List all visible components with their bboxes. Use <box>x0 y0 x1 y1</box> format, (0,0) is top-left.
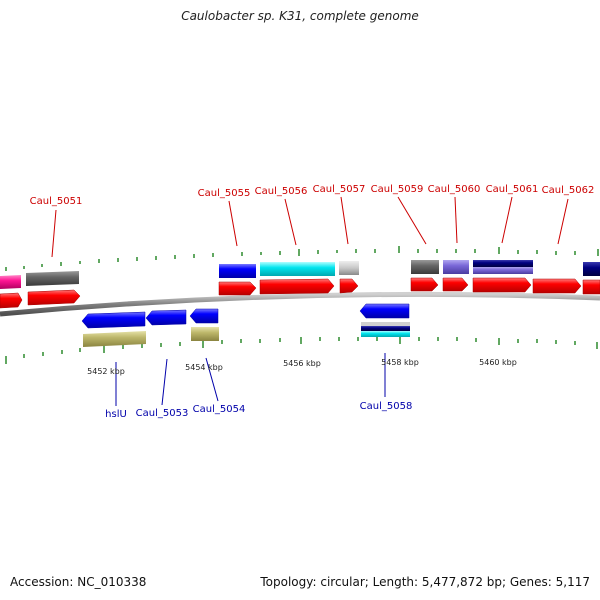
gene-block-hslu[interactable] <box>83 331 146 347</box>
gene-label-caul-5061[interactable]: Caul_5061 <box>486 184 539 195</box>
gene-label-caul-5055[interactable]: Caul_5055 <box>198 188 251 199</box>
cds-arrow[interactable] <box>359 303 410 319</box>
cds-arrow[interactable] <box>410 277 439 292</box>
reverse-cds-track <box>81 303 410 329</box>
cds-arrow[interactable] <box>218 281 257 296</box>
cds-arrow[interactable] <box>339 278 359 294</box>
forward-gene-labels: Caul_5051 Caul_5055 Caul_5056 Caul_5057 … <box>30 184 595 207</box>
inner-tick-ring <box>5 337 598 364</box>
outer-tick-ring <box>5 246 599 271</box>
cds-arrow[interactable] <box>0 292 23 309</box>
gene-block-caul-5057[interactable] <box>339 261 359 275</box>
gene-block-navy-partial[interactable] <box>583 262 600 276</box>
cds-arrow[interactable] <box>582 279 600 295</box>
gene-label-caul-5058[interactable]: Caul_5058 <box>360 401 413 412</box>
gene-block-caul-5058-low[interactable] <box>361 331 410 337</box>
map-title: Caulobacter sp. K31, complete genome <box>181 9 419 23</box>
cds-arrow[interactable] <box>145 309 187 326</box>
gene-block-pink-partial[interactable] <box>0 275 21 289</box>
gene-block-caul-5056[interactable] <box>260 262 335 276</box>
gene-label-caul-5051[interactable]: Caul_5051 <box>30 196 83 207</box>
cds-arrow[interactable] <box>189 308 219 324</box>
genome-summary-label: Topology: circular; Length: 5,477,872 bp… <box>260 575 590 589</box>
gene-block-caul-5060[interactable] <box>443 260 469 274</box>
cds-arrow[interactable] <box>27 289 81 306</box>
gene-label-caul-5056[interactable]: Caul_5056 <box>255 186 308 197</box>
scale-label-5460: 5460 kbp <box>479 358 517 367</box>
cds-arrow[interactable] <box>81 311 146 329</box>
forward-gene-track <box>0 260 600 289</box>
reverse-gene-track <box>83 322 410 347</box>
forward-callout-lines <box>51 196 569 258</box>
gene-label-caul-5053[interactable]: Caul_5053 <box>136 408 189 419</box>
scale-labels: 5452 kbp 5454 kbp 5456 kbp 5458 kbp 5460… <box>87 358 517 376</box>
gene-block-caul-5051[interactable] <box>26 271 79 286</box>
cds-arrow[interactable] <box>472 277 532 293</box>
gene-label-caul-5060[interactable]: Caul_5060 <box>428 184 481 195</box>
scale-label-5456: 5456 kbp <box>283 359 321 368</box>
scale-label-5452: 5452 kbp <box>87 367 125 376</box>
gene-label-caul-5062[interactable]: Caul_5062 <box>542 185 595 196</box>
gene-block-caul-5061-lower[interactable] <box>473 267 533 274</box>
scale-label-5454: 5454 kbp <box>185 363 223 372</box>
gene-label-hslu[interactable]: hslU <box>105 409 127 420</box>
gene-block-caul-5054[interactable] <box>191 327 219 341</box>
gene-label-caul-5059[interactable]: Caul_5059 <box>371 184 424 195</box>
gene-block-caul-5058[interactable] <box>361 322 410 326</box>
cds-arrow[interactable] <box>259 278 335 295</box>
gene-block-caul-5058-mid[interactable] <box>361 326 410 331</box>
scale-label-5458: 5458 kbp <box>381 358 419 367</box>
accession-label: Accession: NC_010338 <box>10 575 147 589</box>
gene-block-caul-5059[interactable] <box>411 260 439 274</box>
cds-arrow[interactable] <box>442 277 469 292</box>
reverse-callout-lines <box>115 353 386 406</box>
gene-label-caul-5057[interactable]: Caul_5057 <box>313 184 366 195</box>
cds-arrow[interactable] <box>532 278 582 294</box>
forward-cds-track <box>0 277 600 309</box>
gene-block-caul-5055[interactable] <box>219 264 256 278</box>
gene-label-caul-5054[interactable]: Caul_5054 <box>193 404 246 415</box>
genome-backbone <box>0 291 600 317</box>
reverse-gene-labels: hslU Caul_5053 Caul_5054 Caul_5058 <box>105 401 412 420</box>
gene-block-caul-5061[interactable] <box>473 260 533 267</box>
